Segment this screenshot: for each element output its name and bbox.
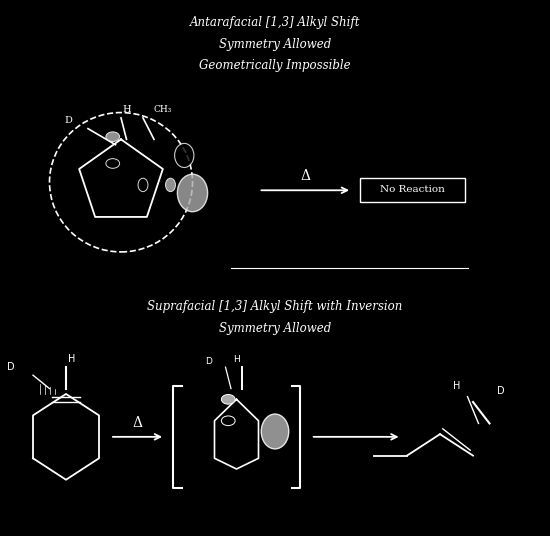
Text: D: D <box>206 358 212 366</box>
Ellipse shape <box>106 159 120 168</box>
Text: Δ: Δ <box>133 416 142 430</box>
Ellipse shape <box>261 414 289 449</box>
Text: CH₃: CH₃ <box>153 106 172 114</box>
Text: D: D <box>65 116 73 125</box>
Ellipse shape <box>106 132 120 142</box>
Text: H: H <box>453 381 460 391</box>
Text: Geometrically Impossible: Geometrically Impossible <box>199 59 351 72</box>
Text: H: H <box>233 355 240 363</box>
Text: H: H <box>122 106 131 114</box>
Ellipse shape <box>138 178 148 191</box>
Text: H: H <box>68 354 75 364</box>
Text: No Reaction: No Reaction <box>380 185 445 194</box>
Text: Antarafacial [1,3] Alkyl Shift: Antarafacial [1,3] Alkyl Shift <box>190 16 360 29</box>
Ellipse shape <box>175 143 194 167</box>
Ellipse shape <box>177 174 208 212</box>
Text: Symmetry Allowed: Symmetry Allowed <box>219 322 331 334</box>
Text: D: D <box>497 386 504 396</box>
Text: D: D <box>7 362 15 372</box>
Ellipse shape <box>221 416 235 426</box>
Ellipse shape <box>166 178 175 191</box>
Text: Suprafacial [1,3] Alkyl Shift with Inversion: Suprafacial [1,3] Alkyl Shift with Inver… <box>147 300 403 313</box>
Text: Symmetry Allowed: Symmetry Allowed <box>219 38 331 50</box>
Ellipse shape <box>221 394 235 404</box>
Text: Δ: Δ <box>300 169 310 183</box>
